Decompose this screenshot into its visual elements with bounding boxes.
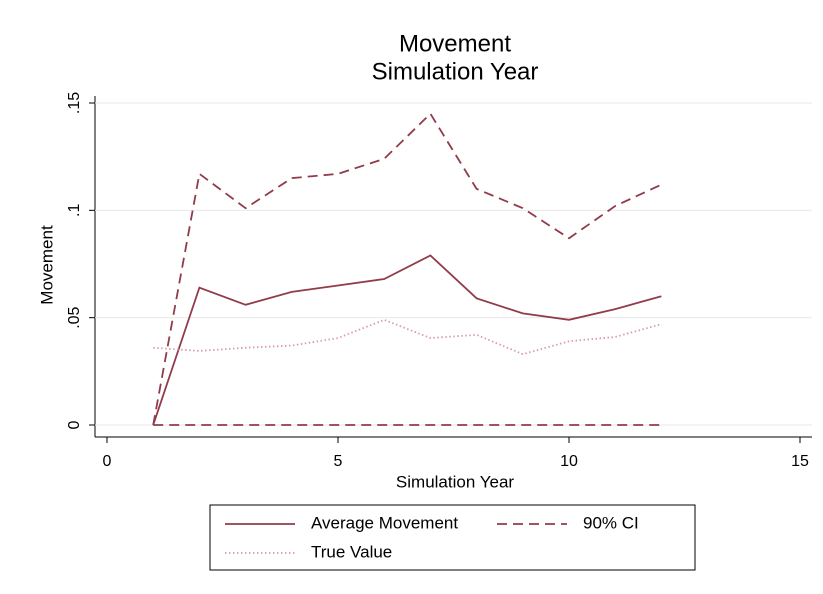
y-tick-label: .05 [66, 306, 83, 328]
series-line [152, 112, 662, 426]
series-line [152, 254, 662, 426]
series-line [153, 318, 662, 356]
x-tick-label: 5 [334, 453, 343, 470]
x-tick-label: 0 [103, 453, 112, 470]
legend-label: 90% CI [583, 513, 639, 532]
y-tick-label: .1 [66, 204, 83, 217]
x-axis-title: Simulation Year [396, 472, 514, 491]
chart-subtitle: Simulation Year [372, 58, 539, 85]
y-axis-title: Movement [37, 225, 56, 305]
x-tick-label: 10 [560, 453, 578, 470]
legend-box [209, 504, 696, 571]
y-tick-label: .15 [66, 92, 83, 114]
legend-label: Average Movement [311, 513, 458, 532]
x-tick-label: 15 [791, 453, 809, 470]
legend-label: True Value [311, 542, 392, 561]
chart-title: Movement [399, 30, 511, 57]
y-tick-label: 0 [66, 420, 83, 429]
